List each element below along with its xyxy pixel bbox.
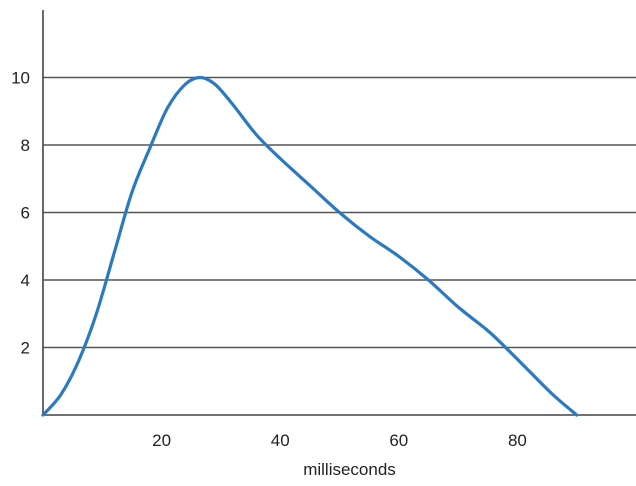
- x-tick-label-20: 20: [152, 431, 171, 450]
- y-tick-label-8: 8: [21, 136, 30, 155]
- y-tick-label-10: 10: [11, 69, 30, 88]
- x-axis-title: milliseconds: [303, 460, 396, 479]
- series-line-0: [41, 75, 579, 417]
- x-tick-label-80: 80: [508, 431, 527, 450]
- x-tick-labels: 20 40 60 80: [152, 431, 527, 450]
- axes: [42, 10, 636, 416]
- x-tick-label-60: 60: [389, 431, 408, 450]
- x-tick-label-40: 40: [271, 431, 290, 450]
- y-tick-labels: 2 4 6 8 10: [11, 69, 30, 358]
- y-tick-label-2: 2: [21, 339, 30, 358]
- y-tick-label-6: 6: [21, 204, 30, 223]
- series-layer: [41, 75, 579, 417]
- y-tick-label-4: 4: [21, 271, 30, 290]
